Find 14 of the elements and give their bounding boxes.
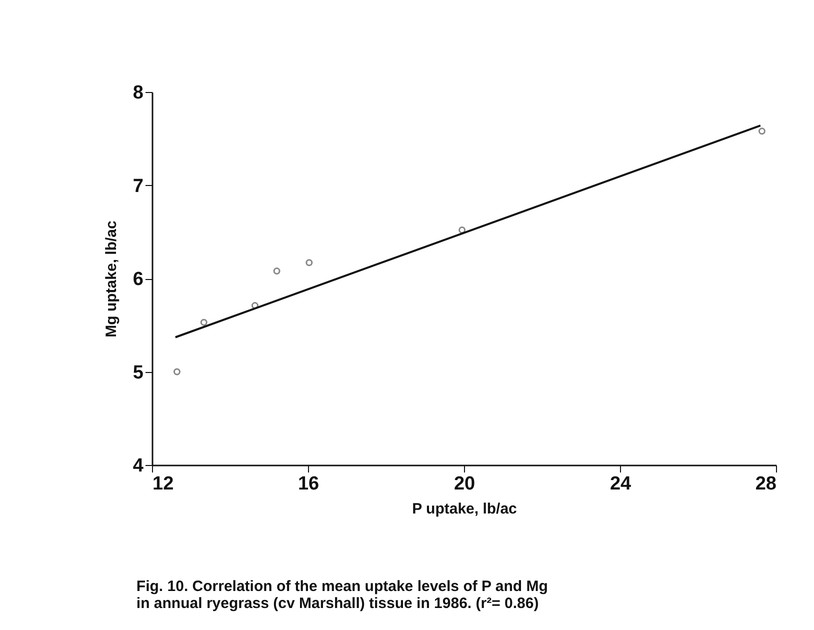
x-tick-label: 24 bbox=[610, 474, 632, 494]
y-tick-label: 7 bbox=[132, 176, 144, 197]
y-tick-label: 5 bbox=[132, 362, 144, 384]
y-axis-title: Mg uptake, lb/ac bbox=[102, 220, 120, 338]
x-tick-label: 12 bbox=[152, 474, 174, 494]
y-tick-label: 6 bbox=[132, 269, 144, 290]
x-tick-label: 16 bbox=[298, 474, 320, 494]
y-tick-label: 8 bbox=[132, 82, 144, 104]
text: in annual ryegrass (cv Marshall) tissue in 1986. (r²= 0.86) bbox=[136, 595, 539, 612]
y-tick-label: 4 bbox=[132, 456, 144, 476]
x-tick-label: 20 bbox=[454, 474, 476, 494]
x-tick-label: 28 bbox=[755, 474, 776, 494]
x-axis-title: P uptake, lb/ac bbox=[412, 500, 517, 518]
caption: Fig. 10. Correlation of the mean uptake levels of P and Mg bbox=[136, 578, 548, 595]
